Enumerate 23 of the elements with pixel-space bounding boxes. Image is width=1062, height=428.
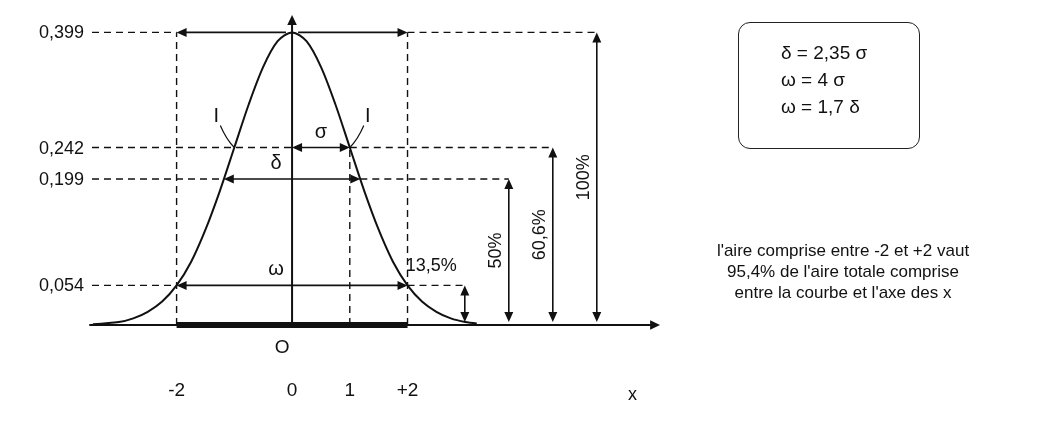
text: δ = 2,35 σ — [781, 41, 869, 65]
annotation: 50% — [484, 232, 505, 269]
y-tick-label: 0,054 — [38, 275, 84, 296]
annotation: I — [365, 103, 371, 126]
annotation: 60,6% — [528, 209, 549, 261]
x-tick-label: 0 — [286, 379, 298, 400]
annotation: 13,5% — [405, 255, 457, 276]
annotation: σ — [314, 119, 328, 142]
annotation: O — [274, 336, 290, 357]
annotation: ω — [268, 257, 284, 280]
y-tick-label: 0,399 — [38, 22, 84, 43]
text: ω = 4 σ — [781, 68, 847, 92]
annotation: δ — [270, 151, 282, 174]
x-tick-label: -2 — [168, 379, 186, 400]
x-axis-title: x — [628, 384, 637, 404]
y-tick-label: 0,242 — [38, 137, 84, 158]
x-tick-label: 1 — [344, 379, 356, 400]
x-tick-label: +2 — [396, 379, 419, 400]
text: l'aire comprise entre -2 et +2 vaut 95,4% de l'aire totale comprise entre la courbe et l'axe des x — [715, 240, 971, 303]
annotation: 100% — [572, 154, 593, 201]
y-tick-label: 0,199 — [38, 169, 84, 190]
text: ω = 1,7 δ — [781, 95, 861, 119]
annotation: I — [213, 103, 220, 126]
